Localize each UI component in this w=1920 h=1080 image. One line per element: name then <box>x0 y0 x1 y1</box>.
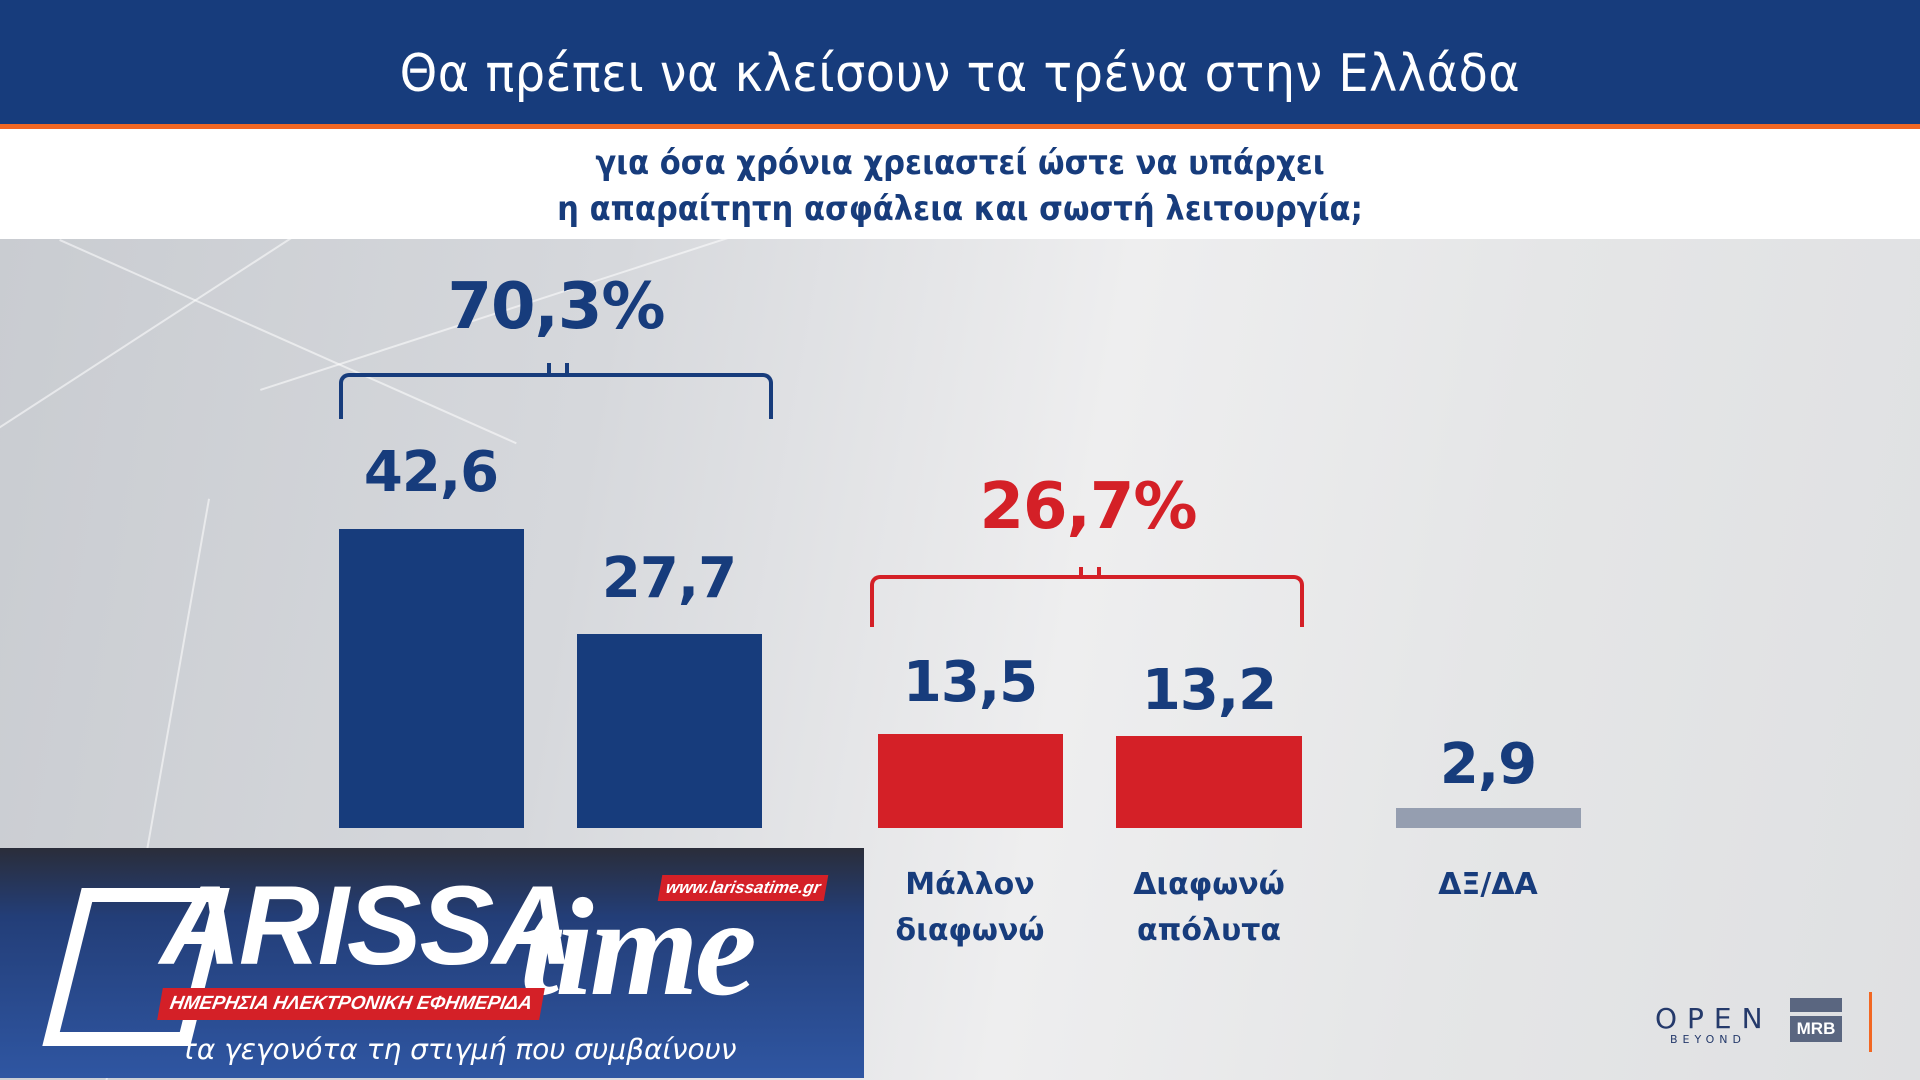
bar-agree-somewhat <box>577 634 762 828</box>
logo-slogan: τα γεγονότα τη στιγμή που συμβαίνουν <box>180 1033 737 1066</box>
bar-value: 13,5 <box>902 650 1038 715</box>
bar-disagree-fully <box>1116 736 1302 828</box>
mrb-logo-top <box>1790 998 1842 1012</box>
subtitle-line-2: η απαραίτητη ασφάλεια και σωστή λειτουργ… <box>557 189 1363 229</box>
bar-value: 27,7 <box>601 546 737 611</box>
label-line: απόλυτα <box>1137 913 1281 948</box>
label-line: Διαφωνώ <box>1133 867 1285 902</box>
bar-value: 42,6 <box>363 440 499 505</box>
open-beyond-logo: OPEN <box>1655 1002 1773 1035</box>
bar-agree-fully <box>339 529 524 828</box>
bar-dk-na <box>1396 808 1581 828</box>
agree-bracket-notch <box>547 363 569 373</box>
disagree-group-total: 26,7% <box>979 470 1197 544</box>
mrb-logo-text: MRB <box>1790 1016 1842 1042</box>
bar-disagree-somewhat <box>878 734 1063 828</box>
header-band: Θα πρέπει να κλείσουν τα τρένα στην Ελλά… <box>0 0 1920 124</box>
subtitle-band <box>0 129 1920 239</box>
category-label: ΔΞ/ΔΑ <box>1358 862 1618 908</box>
logo-url: www.larissatime.gr <box>657 875 829 901</box>
chart-title: Θα πρέπει να κλείσουν τα τρένα στην Ελλά… <box>399 44 1521 104</box>
open-beyond-subtitle: BEYOND <box>1670 1033 1746 1046</box>
category-label: Διαφωνώ απόλυτα <box>1079 862 1339 954</box>
disagree-bracket <box>870 575 1304 627</box>
larissatime-logo: ARISSA time www.larissatime.gr ΗΜΕΡΗΣΙΑ … <box>0 848 864 1078</box>
bar-value: 13,2 <box>1141 658 1277 723</box>
chart-subtitle: για όσα χρόνια χρειαστεί ώστε να υπάρχει… <box>96 140 1824 232</box>
bar-value: 2,9 <box>1439 732 1537 797</box>
category-label: Μάλλον διαφωνώ <box>840 862 1100 954</box>
logo-tagline: ΗΜΕΡΗΣΙΑ ΗΛΕΚΤΡΟΝΙΚΗ ΕΦΗΜΕΡΙΔΑ <box>157 988 545 1020</box>
logo-wordmark: ARISSA <box>160 863 573 988</box>
agree-group-total: 70,3% <box>447 270 665 344</box>
mrb-logo: MRB <box>1790 998 1842 1042</box>
orange-divider <box>0 124 1920 129</box>
label-line: Μάλλον <box>905 867 1035 902</box>
agree-bracket <box>339 373 773 419</box>
subtitle-line-1: για όσα χρόνια χρειαστεί ώστε να υπάρχει <box>595 143 1325 183</box>
orange-brand-divider <box>1869 992 1872 1052</box>
label-line: ΔΞ/ΔΑ <box>1438 867 1538 902</box>
disagree-bracket-notch <box>1079 567 1101 577</box>
label-line: διαφωνώ <box>895 913 1045 948</box>
